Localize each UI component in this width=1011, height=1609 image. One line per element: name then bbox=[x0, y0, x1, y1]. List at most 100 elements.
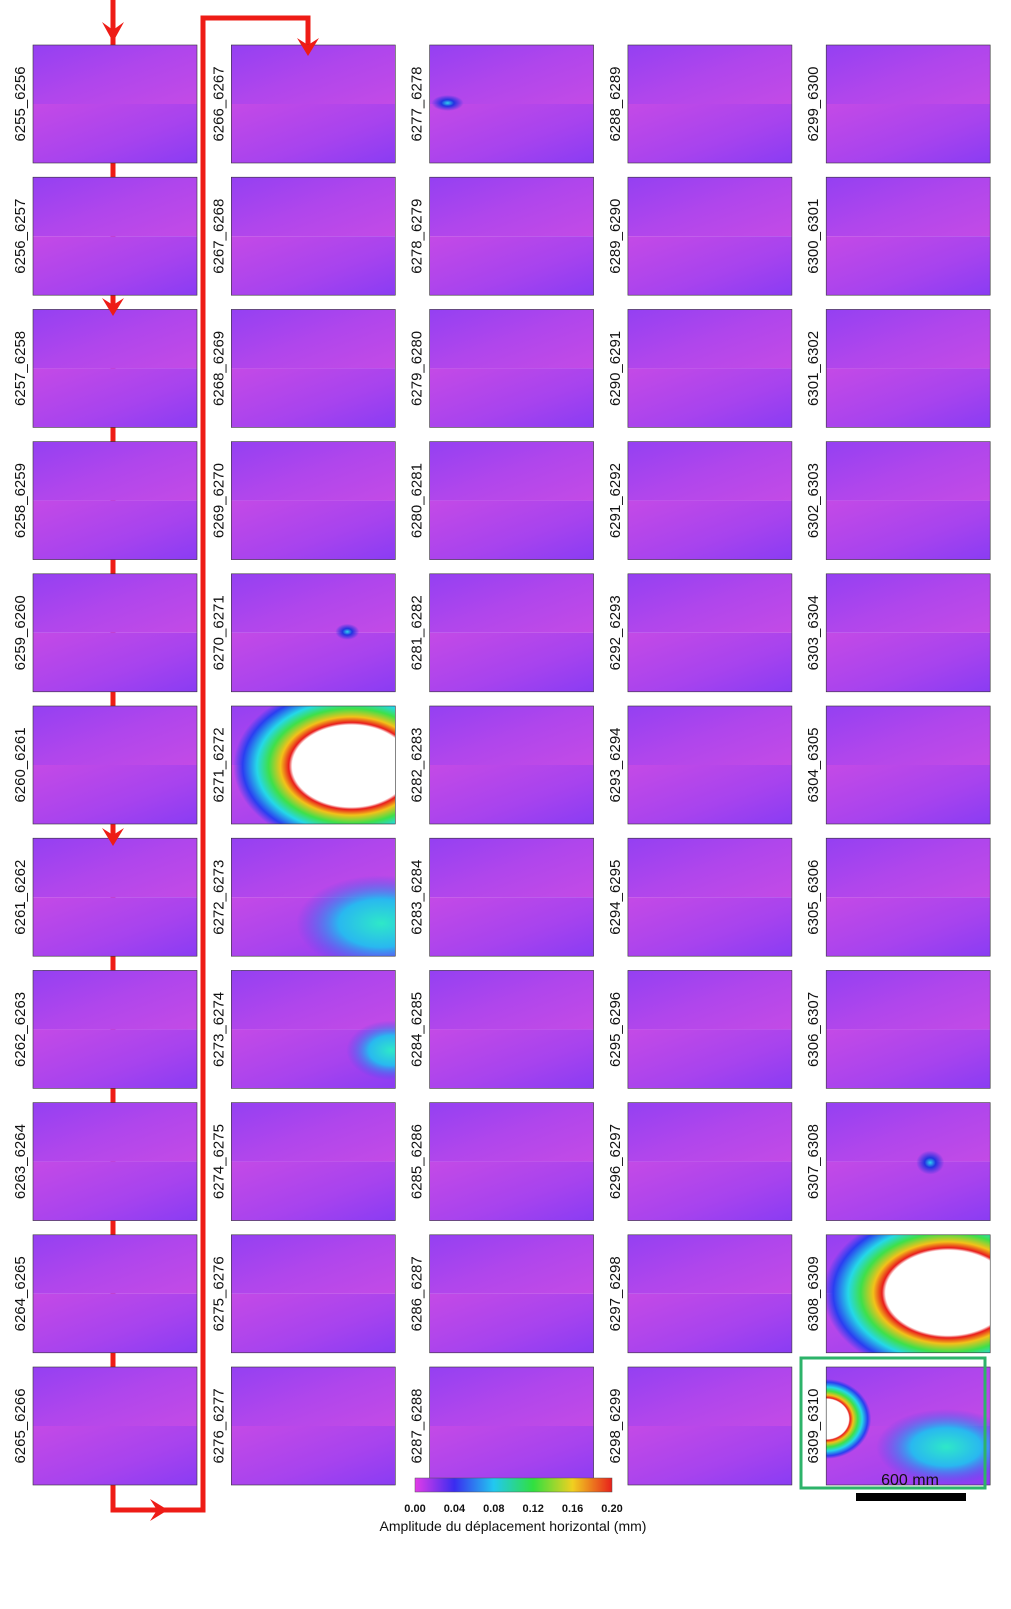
map-upper bbox=[231, 441, 396, 501]
panel-label: 6307_6308 bbox=[805, 1124, 822, 1199]
map-lower bbox=[826, 765, 991, 824]
map-lower bbox=[826, 1161, 991, 1221]
panel-label: 6289_6290 bbox=[607, 199, 624, 274]
map-upper bbox=[627, 573, 792, 633]
displacement-zone bbox=[826, 1234, 991, 1353]
map-upper bbox=[231, 177, 396, 237]
map-lower bbox=[33, 236, 197, 296]
panel-label: 6265_6266 bbox=[12, 1388, 29, 1463]
map-border bbox=[231, 970, 396, 1089]
displacement-map bbox=[231, 1367, 396, 1485]
displacement-map bbox=[627, 706, 792, 824]
displacement-map bbox=[429, 573, 594, 692]
panel-label: 6258_6259 bbox=[12, 463, 29, 538]
map-border bbox=[429, 837, 594, 957]
displacement-map bbox=[429, 441, 594, 560]
map-border bbox=[231, 176, 396, 296]
map-border bbox=[32, 441, 198, 560]
map-upper bbox=[826, 838, 991, 898]
map-upper bbox=[627, 441, 792, 501]
map-lower bbox=[826, 500, 991, 560]
displacement-map bbox=[627, 1367, 792, 1485]
panel-label: 6284_6285 bbox=[409, 992, 426, 1067]
map-lower bbox=[231, 1293, 396, 1353]
map-upper bbox=[429, 441, 594, 501]
scale-bar bbox=[856, 1493, 966, 1501]
displacement-zone bbox=[296, 875, 396, 957]
panel-label: 6292_6293 bbox=[607, 595, 624, 670]
map-upper bbox=[429, 706, 594, 765]
panel-label: 6278_6279 bbox=[409, 199, 426, 274]
map-lower bbox=[231, 500, 396, 560]
map-border bbox=[825, 176, 991, 296]
map-upper bbox=[429, 573, 594, 633]
map-lower bbox=[826, 236, 991, 296]
map-border bbox=[429, 573, 594, 693]
displacement-zone bbox=[876, 1409, 991, 1485]
panel-label: 6282_6283 bbox=[409, 727, 426, 802]
colorbar-tick-label: 0.00 bbox=[404, 1503, 425, 1515]
map-upper bbox=[33, 177, 197, 237]
arrow bbox=[102, 828, 124, 846]
map-upper bbox=[826, 309, 991, 369]
map-lower bbox=[33, 632, 197, 692]
map-border bbox=[32, 1234, 198, 1354]
map-lower bbox=[826, 897, 991, 957]
displacement-map bbox=[627, 309, 792, 428]
panel-label: 6271_6272 bbox=[210, 727, 227, 802]
map-lower bbox=[627, 104, 792, 163]
panel-label: 6308_6309 bbox=[805, 1256, 822, 1331]
displacement-map bbox=[826, 1367, 991, 1485]
colorbar bbox=[414, 1477, 613, 1493]
map-border bbox=[627, 573, 793, 693]
colorbar-tick-label: 0.08 bbox=[483, 1503, 504, 1515]
panel-label: 6298_6299 bbox=[607, 1388, 624, 1463]
panel-grid: 6255_6256 6256_6257 6257_6258 6258_6259 6259… bbox=[12, 44, 991, 1486]
arrow bbox=[297, 38, 319, 56]
displacement-map bbox=[33, 45, 197, 163]
displacement-map bbox=[826, 838, 991, 957]
panel-label: 6306_6307 bbox=[805, 992, 822, 1067]
displacement-map bbox=[429, 177, 594, 296]
map-upper bbox=[826, 1102, 991, 1162]
panel-label: 6300_6301 bbox=[805, 199, 822, 274]
panel-label: 6305_6306 bbox=[805, 860, 822, 935]
map-lower bbox=[429, 632, 594, 692]
colorbar-title: Amplitude du déplacement horizontal (mm) bbox=[380, 1518, 647, 1534]
panel-label: 6272_6273 bbox=[210, 860, 227, 935]
displacement-map bbox=[826, 1102, 991, 1221]
map-lower bbox=[33, 1161, 197, 1221]
map-border bbox=[32, 1102, 198, 1221]
map-border bbox=[231, 1366, 396, 1486]
map-lower bbox=[826, 1029, 991, 1089]
map-upper bbox=[429, 1102, 594, 1162]
panel-label: 6264_6265 bbox=[12, 1256, 29, 1331]
panel-label: 6268_6269 bbox=[210, 331, 227, 406]
displacement-map bbox=[33, 1102, 197, 1221]
displacement-map bbox=[627, 1234, 792, 1353]
map-upper bbox=[33, 1367, 197, 1426]
displacement-map bbox=[231, 45, 396, 163]
panel-label: 6286_6287 bbox=[409, 1256, 426, 1331]
map-upper bbox=[826, 706, 991, 765]
displacement-map bbox=[826, 706, 991, 824]
map-upper bbox=[826, 573, 991, 633]
map-lower bbox=[627, 632, 792, 692]
displacement-map bbox=[429, 970, 594, 1089]
map-lower bbox=[429, 104, 594, 163]
map-border bbox=[825, 44, 991, 164]
panel-label: 6275_6276 bbox=[210, 1256, 227, 1331]
map-lower bbox=[33, 1293, 197, 1353]
map-border bbox=[231, 1234, 396, 1354]
panel-label: 6267_6268 bbox=[210, 199, 227, 274]
map-border bbox=[429, 705, 594, 825]
displacement-map bbox=[429, 1234, 594, 1353]
map-lower bbox=[231, 1161, 396, 1221]
map-lower bbox=[627, 236, 792, 296]
panel-label: 6256_6257 bbox=[12, 199, 29, 274]
displacement-map bbox=[33, 1234, 197, 1353]
map-lower bbox=[33, 1029, 197, 1089]
map-border bbox=[429, 1234, 594, 1354]
map-upper bbox=[231, 45, 396, 104]
panel-label: 6261_6262 bbox=[12, 860, 29, 935]
